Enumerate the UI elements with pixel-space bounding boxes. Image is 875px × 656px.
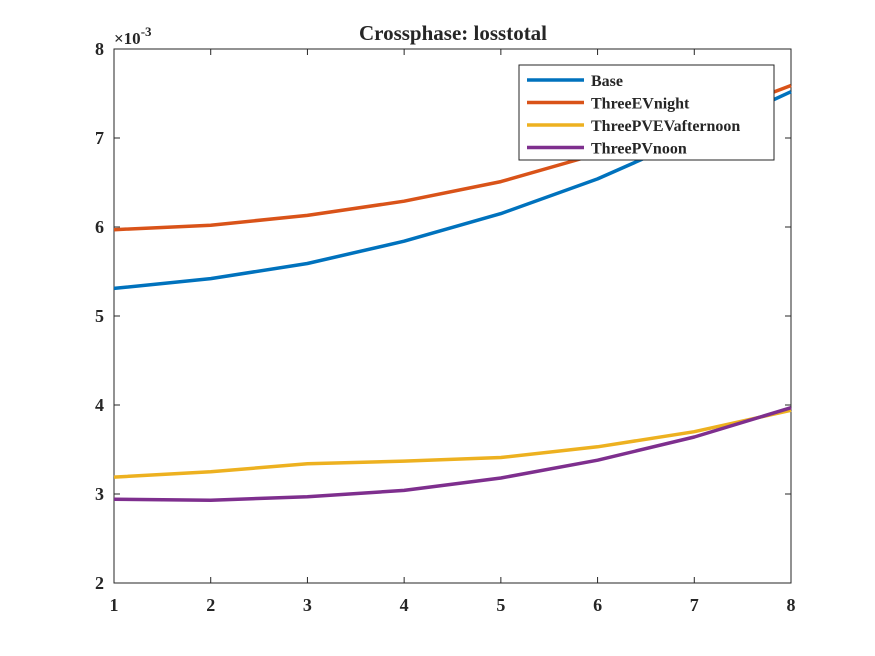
legend-label: ThreeEVnight bbox=[591, 96, 690, 113]
series-line-threepvnoon bbox=[113, 406, 792, 502]
series-line-threepvevafternoon bbox=[113, 408, 792, 479]
legend-label: Base bbox=[591, 73, 623, 90]
y-tick-label: 4 bbox=[95, 395, 104, 415]
y-exponent-label: ×10-3 bbox=[114, 24, 152, 48]
x-tick-label: 4 bbox=[400, 595, 409, 615]
y-tick-label: 6 bbox=[95, 217, 104, 237]
y-tick-label: 8 bbox=[95, 39, 104, 59]
x-tick-label: 5 bbox=[496, 595, 505, 615]
y-tick-label: 2 bbox=[95, 573, 104, 593]
y-tick-label: 7 bbox=[95, 128, 104, 148]
chart-title: Crossphase: losstotal bbox=[359, 21, 547, 45]
y-tick-label: 5 bbox=[95, 306, 104, 326]
x-tick-label: 1 bbox=[110, 595, 119, 615]
x-tick-label: 3 bbox=[303, 595, 312, 615]
legend: Base ThreeEVnight ThreePVEVafternoon ThreeP… bbox=[518, 64, 775, 161]
x-tick-label: 6 bbox=[593, 595, 602, 615]
x-tick-label: 7 bbox=[690, 595, 699, 615]
legend-label: ThreePVnoon bbox=[591, 141, 687, 158]
legend-label: ThreePVEVafternoon bbox=[591, 118, 740, 135]
y-tick-label: 3 bbox=[95, 484, 104, 504]
x-tick-label: 2 bbox=[206, 595, 215, 615]
x-tick-label: 8 bbox=[787, 595, 796, 615]
